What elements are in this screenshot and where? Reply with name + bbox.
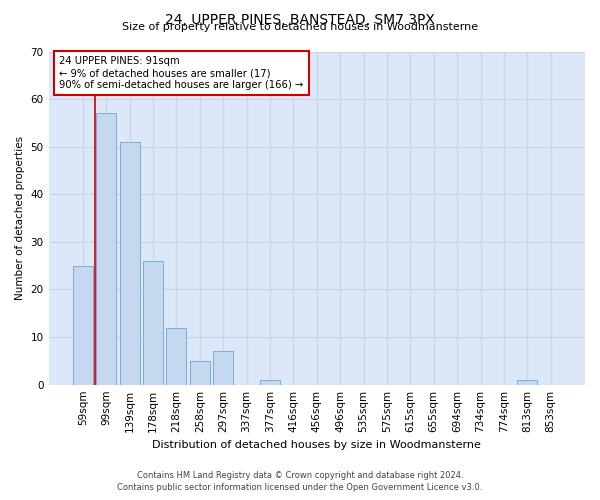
- Y-axis label: Number of detached properties: Number of detached properties: [15, 136, 25, 300]
- Bar: [143, 261, 163, 384]
- Text: Size of property relative to detached houses in Woodmansterne: Size of property relative to detached ho…: [122, 22, 478, 32]
- Text: Contains HM Land Registry data © Crown copyright and database right 2024.
Contai: Contains HM Land Registry data © Crown c…: [118, 471, 482, 492]
- Text: 24, UPPER PINES, BANSTEAD, SM7 3PX: 24, UPPER PINES, BANSTEAD, SM7 3PX: [165, 12, 435, 26]
- Text: 24 UPPER PINES: 91sqm
← 9% of detached houses are smaller (17)
90% of semi-detac: 24 UPPER PINES: 91sqm ← 9% of detached h…: [59, 56, 304, 90]
- Bar: [190, 361, 210, 384]
- Bar: [213, 352, 233, 384]
- Bar: [517, 380, 537, 384]
- Bar: [260, 380, 280, 384]
- Bar: [166, 328, 187, 384]
- Bar: [120, 142, 140, 384]
- Bar: [97, 114, 116, 384]
- X-axis label: Distribution of detached houses by size in Woodmansterne: Distribution of detached houses by size …: [152, 440, 481, 450]
- Bar: [73, 266, 93, 384]
